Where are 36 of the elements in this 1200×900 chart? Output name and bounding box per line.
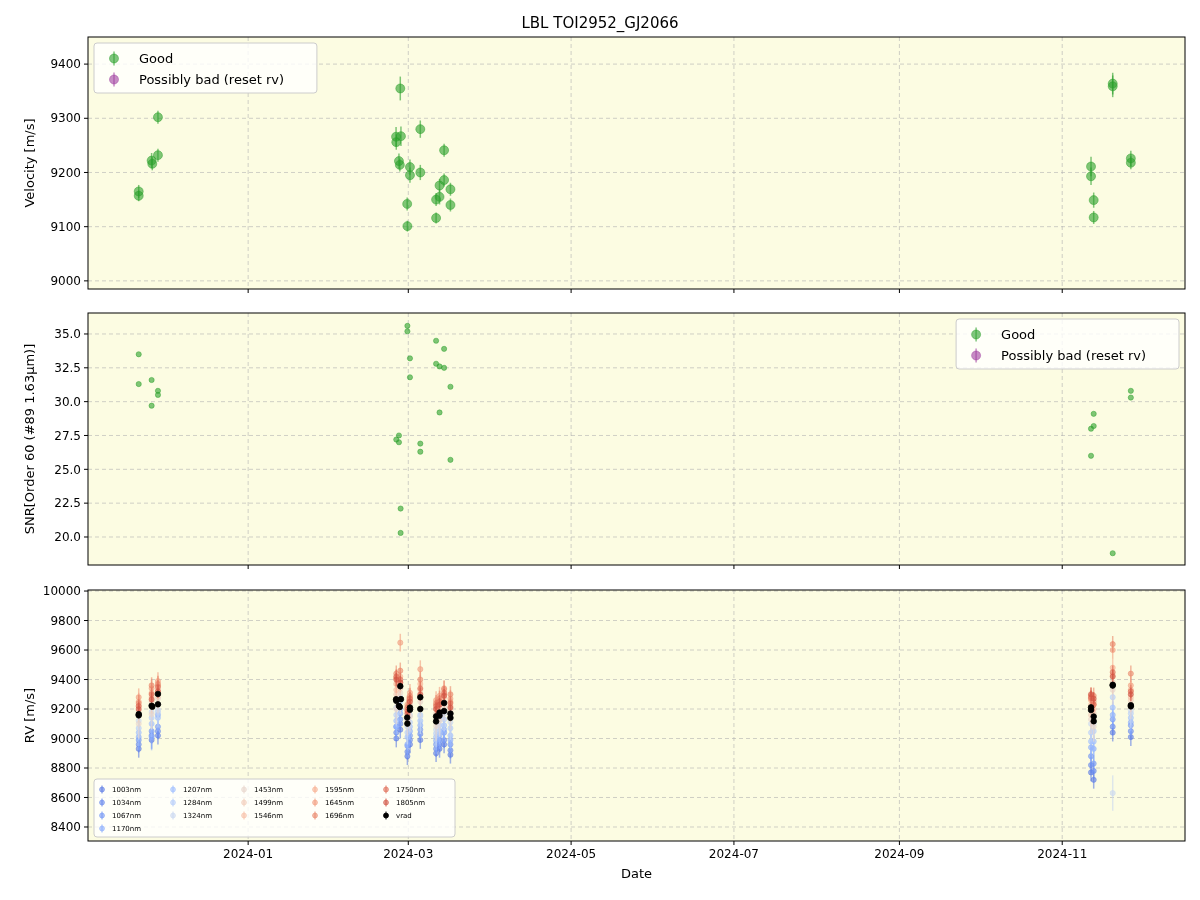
chart-title: LBL TOI2952_GJ2066 (521, 14, 679, 33)
y-tick-label: 9800 (50, 613, 81, 628)
x-tick-label: 2024-05 (546, 847, 597, 861)
y-tick-label: 27.5 (54, 428, 81, 443)
y-tick-label: 22.5 (54, 496, 81, 511)
y-tick-label: 9400 (50, 672, 81, 687)
y-tick-label: 20.0 (54, 530, 81, 545)
y-tick-label: 8600 (50, 790, 81, 805)
y-tick-label: 8400 (50, 820, 81, 835)
y-tick-label: 9600 (50, 643, 81, 658)
y-tick-label: 9300 (50, 111, 81, 126)
y-tick-label: 9000 (50, 731, 81, 746)
y-tick-label: 25.0 (54, 462, 81, 477)
y-tick-label: 35.0 (54, 327, 81, 342)
x-tick-label: 2024-11 (1037, 847, 1088, 861)
legend-label: Possibly bad (reset rv) (1001, 348, 1147, 364)
y-tick-label: 10000 (42, 584, 81, 599)
y-tick-label: 8800 (50, 761, 81, 776)
y-tick-label: 9200 (50, 165, 81, 180)
x-tick-label: 2024-01 (223, 847, 274, 861)
y-axis-title: Velocity [m/s] (22, 118, 37, 208)
x-tick-label: 2024-07 (708, 847, 759, 861)
legend-label: Good (139, 51, 174, 67)
y-tick-label: 9400 (50, 57, 81, 72)
legend-label: Good (1001, 327, 1036, 343)
x-tick-label: 2024-03 (383, 847, 434, 861)
y-axis-title: RV [m/s] (22, 687, 37, 744)
y-tick-label: 30.0 (54, 394, 81, 409)
x-tick-label: 2024-09 (874, 847, 925, 861)
y-axis-title: SNR[Order 60 (#89 1.63μm)] (22, 343, 37, 535)
legend-label: Possibly bad (reset rv) (139, 72, 285, 88)
y-tick-label: 9200 (50, 702, 81, 717)
y-tick-label: 9000 (50, 274, 81, 289)
x-axis-title: Date (620, 866, 653, 881)
y-tick-label: 32.5 (54, 361, 81, 376)
y-tick-label: 9100 (50, 219, 81, 234)
